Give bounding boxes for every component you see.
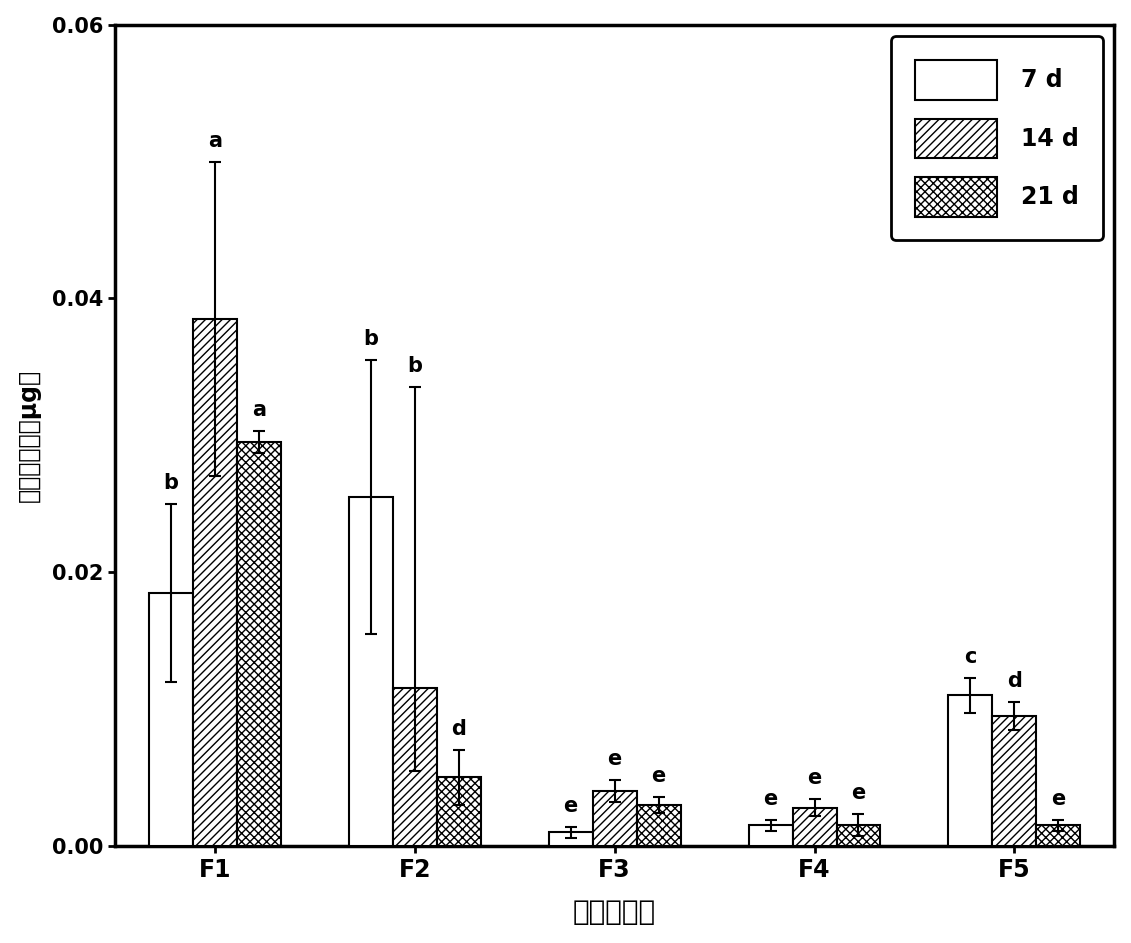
Text: e: e (763, 789, 778, 809)
Text: e: e (852, 784, 865, 803)
Text: a: a (208, 130, 222, 151)
Text: e: e (651, 766, 666, 786)
Bar (949, 695, 992, 846)
Text: e: e (1051, 789, 1065, 809)
Legend: 7 d, 14 d, 21 d: 7 d, 14 d, 21 d (891, 37, 1103, 240)
Bar (193, 319, 236, 846)
Text: b: b (363, 329, 378, 349)
Bar (549, 832, 593, 846)
Bar (348, 497, 392, 846)
Text: e: e (563, 796, 578, 816)
Bar (837, 825, 880, 846)
Text: a: a (252, 400, 266, 421)
Text: d: d (1007, 671, 1021, 691)
Text: b: b (163, 472, 179, 493)
Bar (236, 442, 280, 846)
Text: b: b (407, 356, 422, 376)
Bar (593, 791, 637, 846)
Bar (749, 825, 793, 846)
Bar (992, 716, 1036, 846)
Text: d: d (451, 720, 466, 739)
Bar (1036, 825, 1080, 846)
Bar (437, 777, 481, 846)
Bar (392, 688, 437, 846)
X-axis label: 亚细胞组分: 亚细胞组分 (573, 899, 656, 926)
Text: c: c (965, 647, 976, 667)
Bar (149, 592, 193, 846)
Y-axis label: 石墨烯含量（μg）: 石墨烯含量（μg） (17, 369, 41, 502)
Bar (637, 804, 681, 846)
Text: e: e (808, 769, 821, 788)
Text: e: e (607, 750, 622, 769)
Bar (793, 807, 837, 846)
